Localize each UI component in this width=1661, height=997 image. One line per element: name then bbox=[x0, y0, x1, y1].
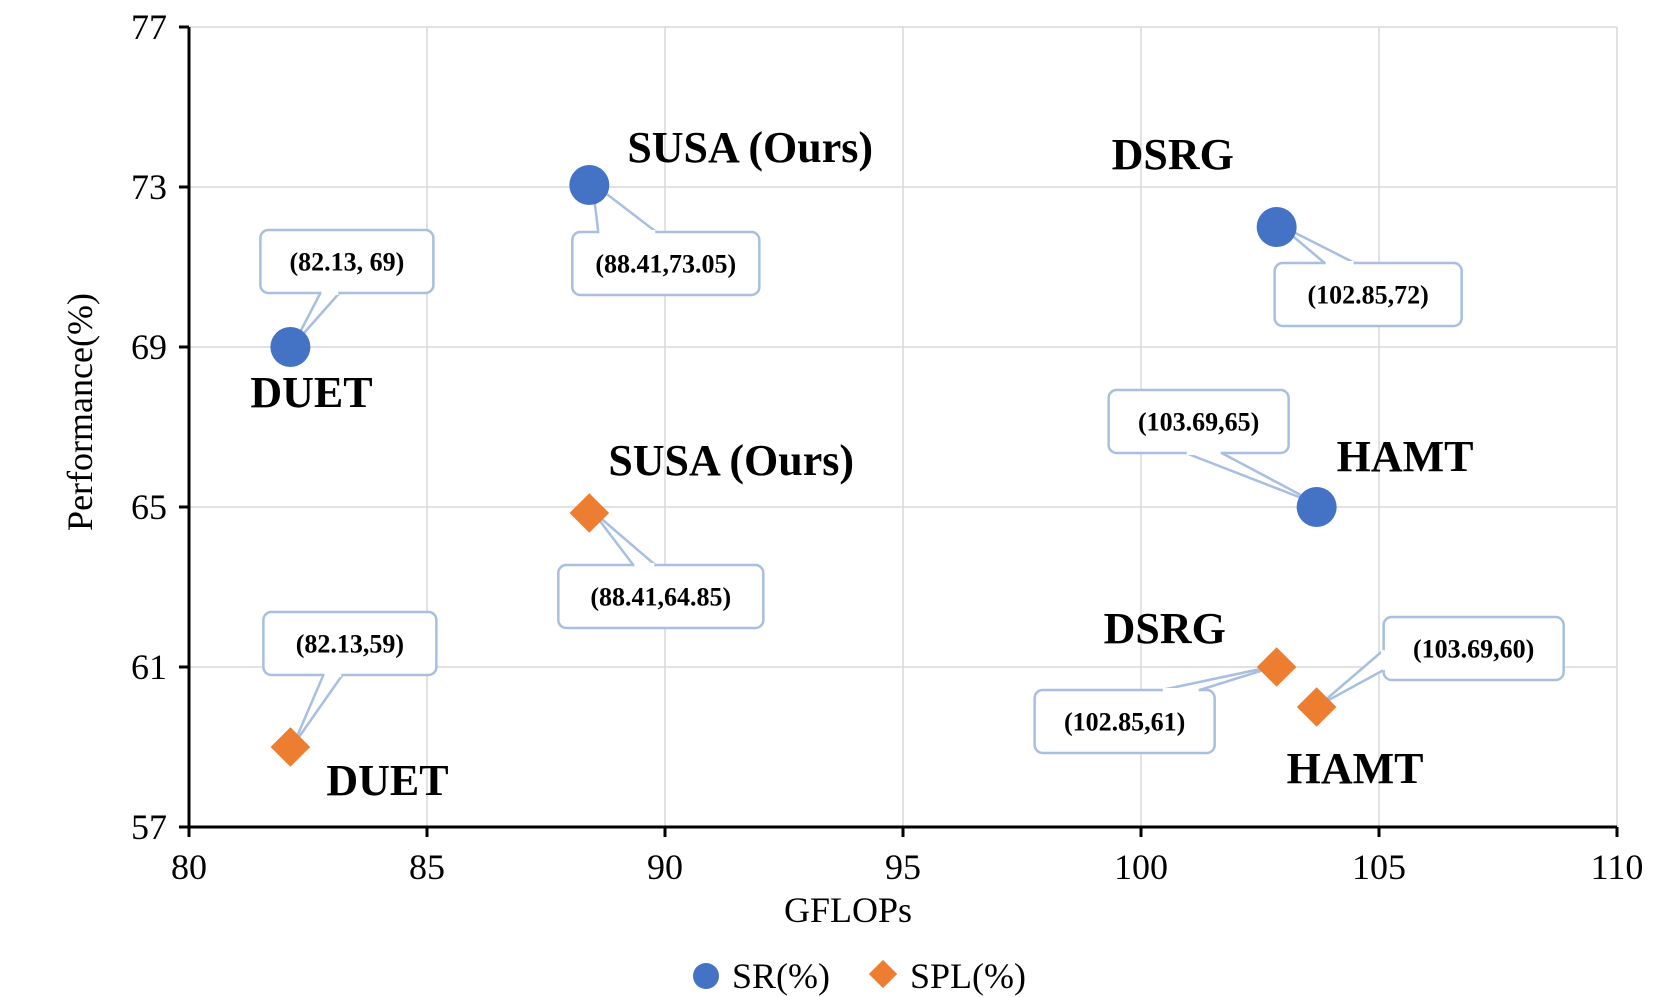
x-tick-label: 80 bbox=[171, 847, 207, 887]
legend-sr-label: SR(%) bbox=[732, 956, 830, 996]
x-tick-label: 100 bbox=[1114, 847, 1168, 887]
model-label: DUET bbox=[250, 368, 372, 417]
model-label: SUSA (Ours) bbox=[627, 123, 873, 172]
legend-sr-marker bbox=[693, 963, 719, 989]
sr-point bbox=[270, 327, 311, 367]
spl-point bbox=[1256, 647, 1297, 687]
callout-box bbox=[262, 610, 438, 677]
callout-joint bbox=[1380, 649, 1387, 671]
callout-label: (88.41,73.05) bbox=[595, 250, 736, 279]
legend: SR(%) SPL(%) bbox=[693, 956, 1026, 996]
model-label: DSRG bbox=[1112, 130, 1234, 179]
x-tick-labels: 80 85 90 95 100 105 110 bbox=[171, 847, 1643, 887]
callout-label: (88.41,64.85) bbox=[590, 583, 731, 612]
sr-point bbox=[569, 165, 610, 205]
gridlines bbox=[189, 26, 1618, 827]
model-label: DSRG bbox=[1104, 604, 1226, 653]
legend-spl-marker bbox=[868, 959, 898, 989]
callout-tail bbox=[1318, 648, 1385, 707]
y-tick-label: 65 bbox=[131, 487, 167, 527]
model-label: HAMT bbox=[1337, 432, 1474, 481]
y-tick-label: 57 bbox=[131, 807, 167, 847]
model-labels: DUET SUSA (Ours) DSRG HAMT DUET SUSA (Ours) DS… bbox=[250, 123, 1473, 805]
callout-box bbox=[1382, 615, 1565, 682]
y-tick-labels: 57 61 65 69 73 77 bbox=[131, 7, 167, 847]
y-axis-title: Performance(%) bbox=[60, 293, 100, 531]
callout-label: (103.69,65) bbox=[1138, 408, 1259, 437]
spl-point bbox=[1296, 687, 1337, 727]
y-tick-label: 61 bbox=[131, 647, 167, 687]
axes bbox=[179, 25, 1619, 837]
x-tick-label: 95 bbox=[885, 847, 921, 887]
callout-label: (103.69,60) bbox=[1413, 635, 1534, 664]
model-label: DUET bbox=[326, 756, 448, 805]
sr-point bbox=[1256, 207, 1297, 247]
y-tick-label: 69 bbox=[131, 327, 167, 367]
callout-tail bbox=[292, 673, 344, 747]
sr-point bbox=[1296, 487, 1337, 527]
callout-box bbox=[1273, 261, 1463, 328]
x-tick-label: 85 bbox=[409, 847, 445, 887]
x-tick-label: 105 bbox=[1352, 847, 1406, 887]
callout-label: (102.85,61) bbox=[1064, 708, 1185, 737]
y-tick-label: 73 bbox=[131, 167, 167, 207]
spl-point bbox=[270, 727, 311, 767]
callout-box bbox=[571, 230, 761, 297]
callout-label: (82.13, 69) bbox=[289, 248, 404, 277]
x-tick-label: 110 bbox=[1591, 847, 1644, 887]
callout-box bbox=[1033, 688, 1216, 755]
legend-spl-label: SPL(%) bbox=[910, 956, 1026, 996]
data-markers bbox=[270, 165, 1337, 767]
model-label: SUSA (Ours) bbox=[608, 436, 854, 485]
model-label: HAMT bbox=[1287, 744, 1424, 793]
x-axis-title: GFLOPs bbox=[784, 890, 912, 930]
callout-box bbox=[259, 228, 435, 295]
y-tick-label: 77 bbox=[131, 7, 167, 47]
callout-label: (82.13,59) bbox=[296, 630, 404, 659]
x-tick-label: 90 bbox=[647, 847, 683, 887]
callouts: (82.13, 69) (88.41,73.05) (102.85,72) (103.… bbox=[259, 181, 1565, 755]
callout-label: (102.85,72) bbox=[1307, 281, 1428, 310]
spl-point bbox=[569, 493, 610, 533]
callout-box bbox=[557, 563, 765, 630]
